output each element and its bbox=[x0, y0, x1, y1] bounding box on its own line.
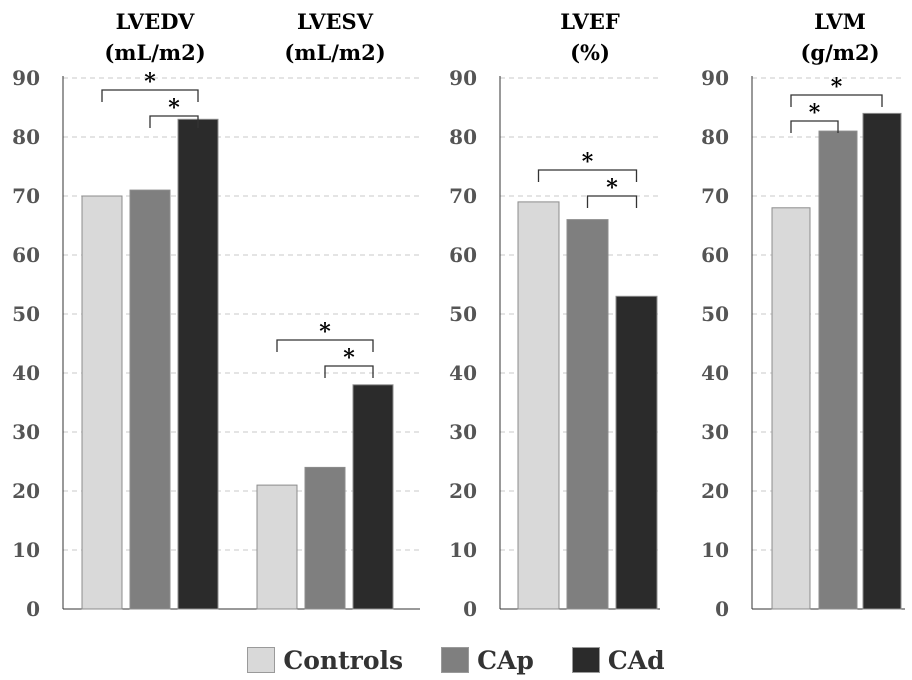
y-tick-label: 60 bbox=[701, 243, 729, 267]
legend-item-cad: CAd bbox=[571, 645, 665, 675]
bar-cad bbox=[862, 112, 902, 610]
y-tick-label: 40 bbox=[12, 361, 40, 385]
y-tick-label: 10 bbox=[449, 538, 477, 562]
y-tick-label: 50 bbox=[449, 302, 477, 326]
legend-swatch-cad bbox=[571, 647, 600, 673]
significance-bracket bbox=[790, 120, 839, 133]
y-tick-label: 80 bbox=[12, 125, 40, 149]
significance-bracket bbox=[276, 339, 374, 352]
bar-controls bbox=[517, 201, 560, 610]
y-tick-label: 40 bbox=[701, 361, 729, 385]
legend-item-cap: CAp bbox=[441, 646, 534, 675]
y-tick-label: 20 bbox=[449, 479, 477, 503]
legend: Controls CAp CAd bbox=[0, 640, 912, 680]
y-tick-label: 20 bbox=[701, 479, 729, 503]
bar-cap bbox=[566, 219, 609, 610]
significance-bracket bbox=[149, 115, 199, 128]
significance-marker: * bbox=[144, 69, 156, 95]
y-tick-label: 0 bbox=[715, 597, 729, 621]
bar-cap bbox=[304, 466, 346, 610]
significance-marker: * bbox=[831, 74, 843, 100]
legend-swatch-cap bbox=[441, 647, 470, 673]
y-tick-label: 40 bbox=[449, 361, 477, 385]
y-tick-label: 90 bbox=[12, 66, 40, 90]
chart-title-line: LVM bbox=[814, 9, 866, 34]
significance-bracket bbox=[324, 365, 374, 378]
y-tick-label: 60 bbox=[12, 243, 40, 267]
legend-swatch-controls bbox=[247, 647, 276, 673]
y-tick-label: 50 bbox=[701, 302, 729, 326]
chart-title-line: LVESV bbox=[297, 9, 374, 34]
y-tick-label: 50 bbox=[12, 302, 40, 326]
y-tick-label: 10 bbox=[12, 538, 40, 562]
legend-item-controls: Controls bbox=[247, 646, 403, 675]
chart-title-line: LVEDV bbox=[116, 9, 195, 34]
bar-controls bbox=[81, 195, 123, 610]
y-tick-label: 0 bbox=[26, 597, 40, 621]
y-tick-label: 0 bbox=[463, 597, 477, 621]
significance-bracket bbox=[537, 169, 638, 182]
y-tick-label: 30 bbox=[12, 420, 40, 444]
bar-cap bbox=[129, 189, 171, 610]
y-tick-label: 80 bbox=[701, 125, 729, 149]
chart-title-line: (mL/m2) bbox=[104, 40, 205, 65]
chart-title-line: (g/m2) bbox=[800, 40, 879, 65]
y-tick-label: 30 bbox=[701, 420, 729, 444]
significance-marker: * bbox=[582, 149, 594, 175]
legend-label-cad: CAd bbox=[607, 645, 665, 675]
y-tick-label: 70 bbox=[12, 184, 40, 208]
bar-controls bbox=[256, 484, 298, 610]
bar-cad bbox=[352, 384, 394, 610]
bar-controls bbox=[771, 207, 811, 610]
significance-marker: * bbox=[606, 175, 618, 201]
significance-bracket bbox=[586, 195, 638, 208]
y-tick-label: 70 bbox=[449, 184, 477, 208]
y-tick-label: 10 bbox=[701, 538, 729, 562]
significance-marker: * bbox=[809, 100, 821, 126]
chart-title-line: LVEF bbox=[560, 9, 620, 34]
legend-label-controls: Controls bbox=[283, 645, 404, 675]
significance-bracket bbox=[101, 89, 199, 102]
bar-cap bbox=[818, 130, 858, 610]
chart-title-line: (mL/m2) bbox=[284, 40, 385, 65]
y-tick-label: 90 bbox=[449, 66, 477, 90]
y-tick-label: 20 bbox=[12, 479, 40, 503]
significance-marker: * bbox=[319, 319, 331, 345]
chart-title-line: (%) bbox=[570, 40, 610, 65]
y-tick-label: 70 bbox=[701, 184, 729, 208]
significance-marker: * bbox=[343, 345, 355, 371]
y-tick-label: 90 bbox=[701, 66, 729, 90]
y-tick-label: 80 bbox=[449, 125, 477, 149]
bar-cad bbox=[177, 118, 219, 610]
y-tick-label: 30 bbox=[449, 420, 477, 444]
legend-label-cap: CAp bbox=[477, 645, 534, 675]
bar-cad bbox=[615, 295, 658, 610]
y-tick-label: 60 bbox=[449, 243, 477, 267]
significance-bracket bbox=[790, 94, 883, 107]
significance-marker: * bbox=[168, 95, 180, 121]
